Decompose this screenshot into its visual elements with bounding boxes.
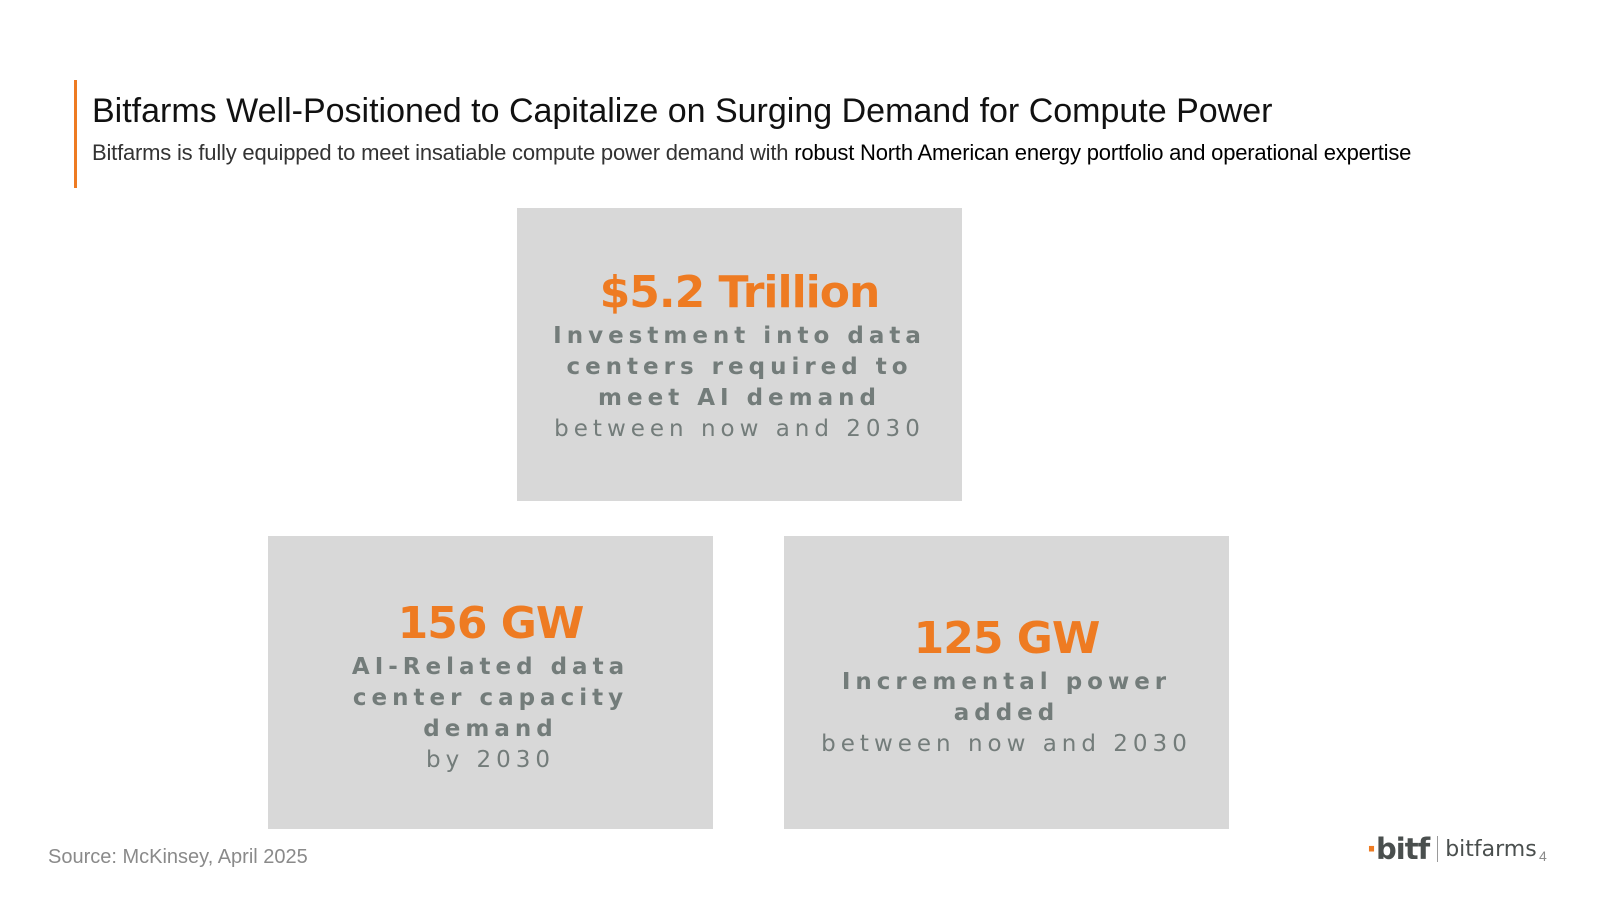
stat-card-incremental-power: 125 GW Incremental power added between n… [784,536,1229,829]
stat-value: 125 GW [913,613,1101,664]
bitfarms-logo: ·bitf bitfarms [1366,832,1537,866]
stat-timeframe: between now and 2030 [821,731,1192,757]
title-accent-bar [74,80,77,188]
logo-dot-icon: · [1366,832,1377,866]
logo-divider [1437,836,1439,862]
subtitle-emphasis-text: robust North American energy portfolio a… [794,140,1412,165]
page-subtitle: Bitfarms is fully equipped to meet insat… [92,140,1411,166]
subtitle-plain-text: Bitfarms is fully equipped to meet insat… [92,140,795,165]
stat-value: $5.2 Trillion [599,266,881,318]
stat-value: 156 GW [397,597,585,649]
stat-timeframe: by 2030 [425,746,556,773]
stat-card-capacity-demand: 156 GW AI-Related data center capacity d… [268,536,713,829]
source-note: Source: McKinsey, April 2025 [48,846,308,868]
logo-wordmark: bitfarms [1445,836,1537,862]
logo-mark: ·bitf [1366,832,1430,866]
page-number: 4 [1539,848,1547,864]
page-title: Bitfarms Well-Positioned to Capitalize o… [92,92,1273,130]
stat-description: Investment into data centers required to… [553,322,926,411]
stat-card-investment: $5.2 Trillion Investment into data cente… [517,208,962,501]
logo-mark-text: bitf [1376,832,1430,866]
stat-description: Incremental power added [841,669,1172,726]
stat-description: AI-Related data center capacity demand [351,653,630,742]
stat-timeframe: between now and 2030 [554,415,925,442]
